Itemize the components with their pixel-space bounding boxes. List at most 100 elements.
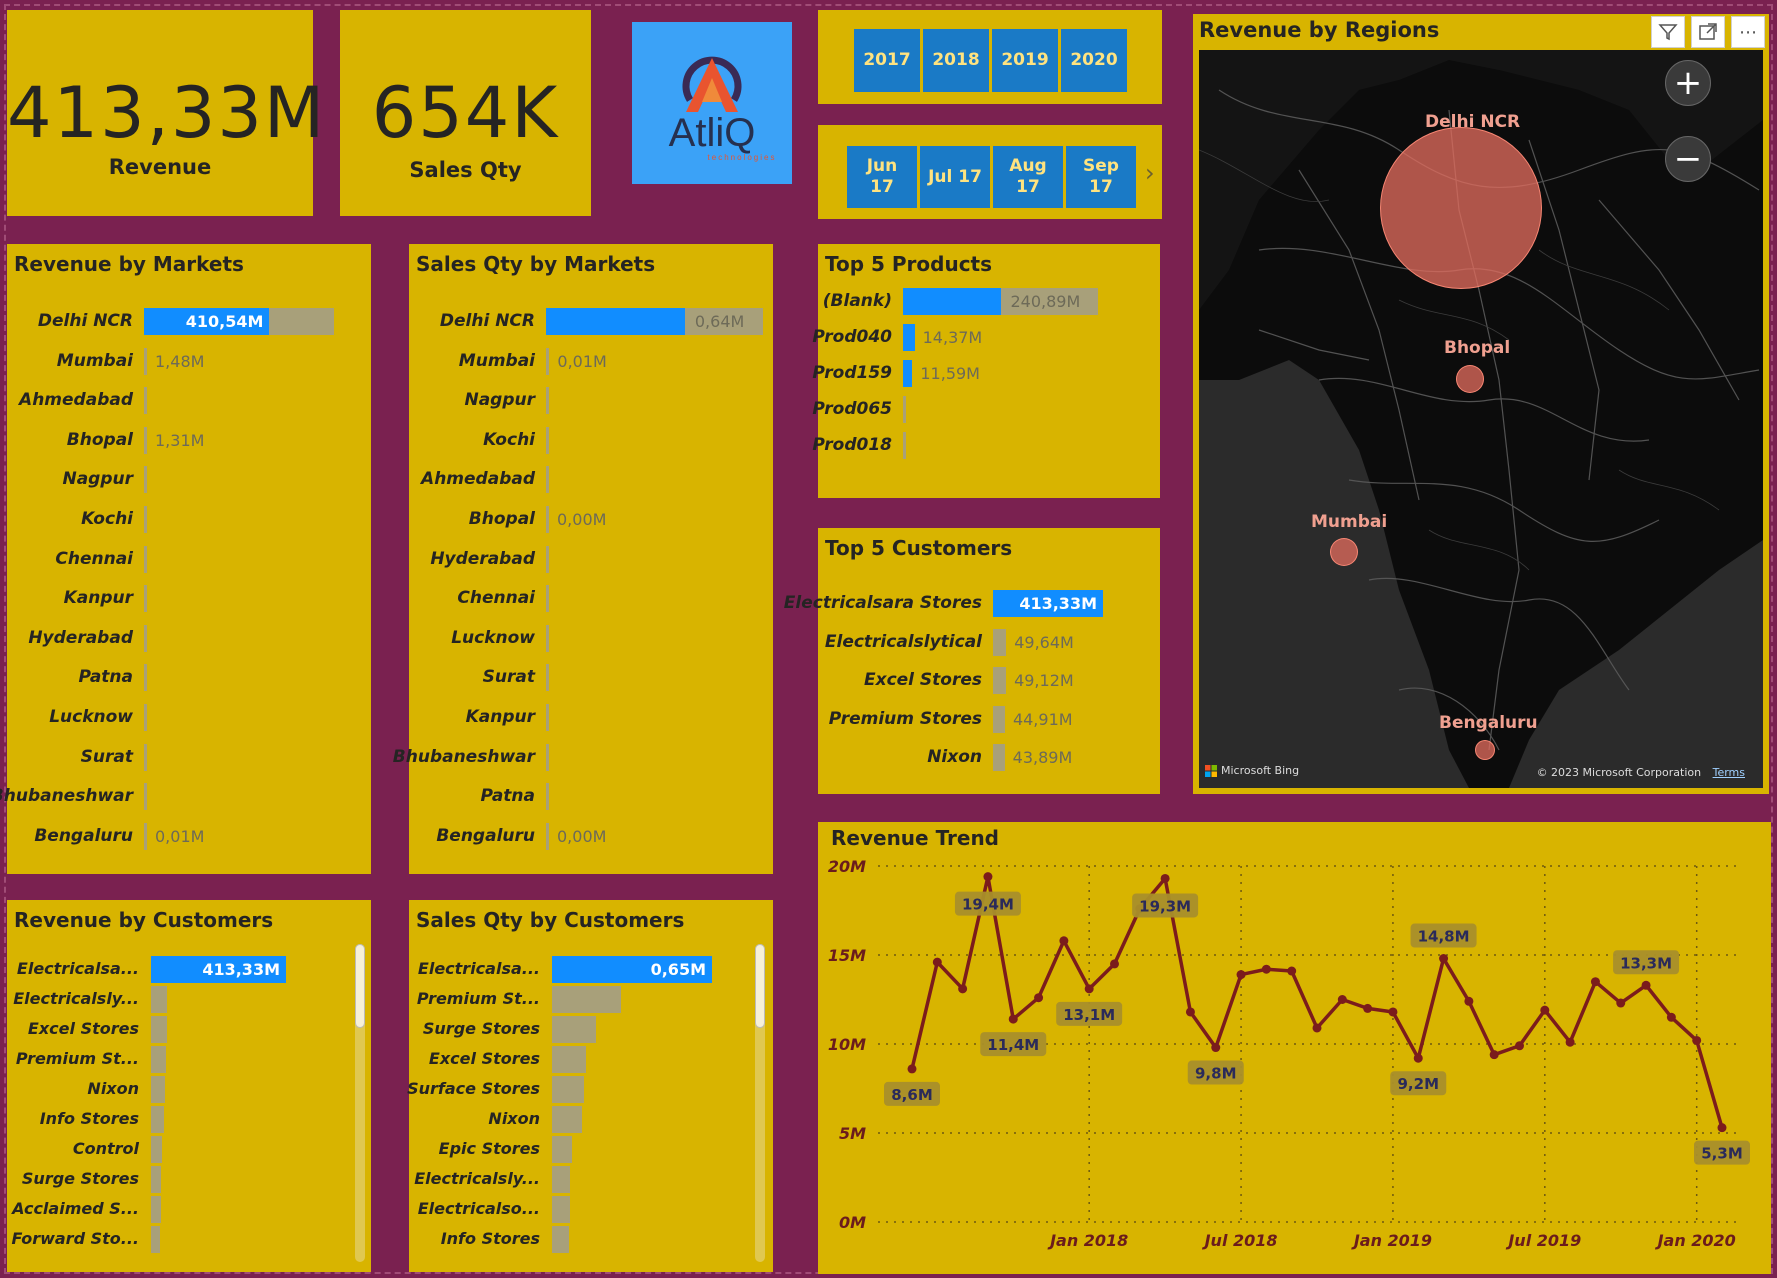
zoom-in-button[interactable]: + [1665, 60, 1711, 106]
bar-row[interactable]: Mumbai 1,48M [7, 346, 371, 376]
bar-fill-highlight[interactable] [903, 288, 1001, 315]
revenue-point[interactable] [907, 1064, 917, 1074]
bubble-bengaluru[interactable] [1475, 740, 1495, 760]
bar-fill[interactable] [552, 1226, 570, 1253]
bar-fill[interactable] [552, 1046, 587, 1073]
sales-qty-kpi-card[interactable]: 654K Sales Qty [340, 10, 591, 216]
bar-row[interactable]: (Blank) 240,89M [818, 286, 1160, 316]
revenue-point[interactable] [1084, 984, 1094, 994]
bar-row[interactable]: Bengaluru 0,00M [409, 821, 773, 851]
bar-row[interactable]: Control [7, 1134, 371, 1164]
bar-fill[interactable] [144, 506, 147, 533]
year-button-2019[interactable]: 2019 [992, 29, 1058, 92]
map-canvas[interactable]: Delhi NCR Bhopal Mumbai Bengaluru + − Mi… [1199, 50, 1763, 788]
bar-fill[interactable] [903, 324, 915, 351]
bar-row[interactable]: Forward Sto... [7, 1224, 371, 1254]
bar-fill-highlight[interactable] [144, 308, 270, 335]
revenue-point[interactable] [932, 957, 942, 967]
bar-row[interactable]: Electricalsara Stores 413,33M [784, 588, 1160, 618]
bar-row[interactable]: Nixon [7, 1074, 371, 1104]
bar-row[interactable]: Kanpur [409, 702, 773, 732]
bar-fill-highlight[interactable] [993, 590, 1103, 617]
revenue-point[interactable] [983, 872, 993, 882]
bar-fill[interactable] [552, 1136, 572, 1163]
sales-qty-by-customers-chart[interactable]: Sales Qty by Customers Electricalsa... 0,… [407, 900, 773, 1272]
bar-row[interactable]: Epic Stores [409, 1134, 773, 1164]
bar-row[interactable]: Prod040 14,37M [812, 322, 1160, 352]
revenue-point[interactable] [1464, 996, 1474, 1006]
revenue-point[interactable] [1211, 1043, 1221, 1053]
bar-row[interactable]: Hyderabad [7, 623, 371, 653]
bar-row[interactable]: Kochi [7, 504, 371, 534]
bar-fill[interactable] [144, 624, 147, 652]
month-button-aug-17[interactable]: Aug 17 [993, 146, 1063, 208]
bubble-mumbai[interactable] [1330, 538, 1358, 566]
revenue-point[interactable] [1185, 1007, 1195, 1017]
year-button-2017[interactable]: 2017 [854, 29, 920, 92]
sales-qty-by-markets-chart[interactable]: Sales Qty by Markets Delhi NCR 0,64M Mumba… [393, 244, 773, 874]
bar-row[interactable]: Bhopal 1,31M [7, 425, 371, 455]
bar-fill[interactable] [552, 986, 621, 1013]
bar-row[interactable]: Nixon [409, 1104, 773, 1134]
revenue-point[interactable] [1439, 954, 1449, 964]
bar-row[interactable]: Kanpur [7, 583, 371, 613]
bar-row[interactable]: Info Stores [7, 1104, 371, 1134]
bar-fill-highlight[interactable] [151, 956, 286, 983]
scrollbar-thumb[interactable] [755, 944, 765, 1028]
bar-fill[interactable] [546, 664, 549, 692]
bar-fill[interactable] [546, 822, 549, 850]
bar-fill-highlight[interactable] [552, 956, 712, 983]
focus-mode-icon[interactable] [1691, 16, 1725, 48]
bubble-bhopal[interactable] [1456, 365, 1484, 393]
revenue-point[interactable] [1692, 1035, 1702, 1045]
bar-fill[interactable] [546, 506, 549, 533]
bar-fill[interactable] [151, 1196, 161, 1223]
bar-row[interactable]: Surat [7, 742, 371, 772]
revenue-point[interactable] [1489, 1050, 1499, 1060]
revenue-point[interactable] [1287, 966, 1297, 976]
bar-row[interactable]: Delhi NCR 0,64M [409, 306, 773, 336]
month-button-sep-17[interactable]: Sep 17 [1066, 146, 1136, 208]
bar-fill[interactable] [144, 545, 147, 573]
bar-fill[interactable] [144, 704, 147, 731]
bar-row[interactable]: Surat [409, 662, 773, 692]
revenue-point[interactable] [1515, 1041, 1524, 1051]
bar-row[interactable]: Surface Stores [407, 1074, 773, 1104]
bar-row[interactable]: Mumbai 0,01M [409, 346, 773, 376]
revenue-point[interactable] [1059, 936, 1069, 946]
revenue-point[interactable] [1160, 873, 1170, 883]
year-button-2020[interactable]: 2020 [1061, 29, 1127, 92]
bar-fill[interactable] [151, 1166, 162, 1193]
bar-row[interactable]: Acclaimed S... [7, 1194, 371, 1224]
top-products-chart[interactable]: Top 5 Products (Blank) 240,89M Prod040 14,3… [812, 244, 1160, 498]
bar-fill[interactable] [151, 1106, 165, 1133]
bar-row[interactable]: Excel Stores 49,12M [818, 665, 1160, 695]
bar-row[interactable]: Bengaluru 0,01M [7, 821, 371, 851]
bar-row[interactable]: Electricalsly... [7, 984, 371, 1014]
bar-row[interactable]: Premium Stores 44,91M [818, 704, 1160, 734]
revenue-by-customers-chart[interactable]: Revenue by Customers Electricalsa... 413,… [7, 900, 371, 1272]
revenue-point[interactable] [1008, 1014, 1018, 1024]
bar-fill[interactable] [151, 1136, 163, 1163]
bar-fill[interactable] [993, 667, 1007, 694]
bar-fill[interactable] [546, 426, 550, 454]
bar-fill[interactable] [552, 1076, 584, 1103]
bar-row[interactable]: Excel Stores [7, 1014, 371, 1044]
revenue-point[interactable] [1413, 1053, 1423, 1063]
bar-row[interactable]: Prod065 [812, 394, 1160, 424]
more-options-icon[interactable]: ⋯ [1731, 16, 1765, 48]
bar-row[interactable]: Bhubaneshwar [0, 781, 371, 811]
revenue-point[interactable] [1590, 977, 1600, 987]
bar-row[interactable]: Electricalsly... [409, 1164, 773, 1194]
filter-icon[interactable] [1651, 16, 1685, 48]
month-button-jul-17[interactable]: Jul 17 [920, 146, 990, 208]
scrollbar-thumb[interactable] [355, 944, 365, 1028]
bar-fill[interactable] [552, 1166, 571, 1193]
bar-fill[interactable] [552, 1016, 597, 1043]
revenue-point[interactable] [1110, 959, 1119, 969]
bar-row[interactable]: Patna [7, 662, 371, 692]
bar-row[interactable]: Electricalso... [409, 1194, 773, 1224]
bar-fill[interactable] [993, 744, 1005, 771]
bar-row[interactable]: Electricalsa... 0,65M [409, 954, 773, 984]
terms-link[interactable]: Terms [1712, 766, 1745, 779]
